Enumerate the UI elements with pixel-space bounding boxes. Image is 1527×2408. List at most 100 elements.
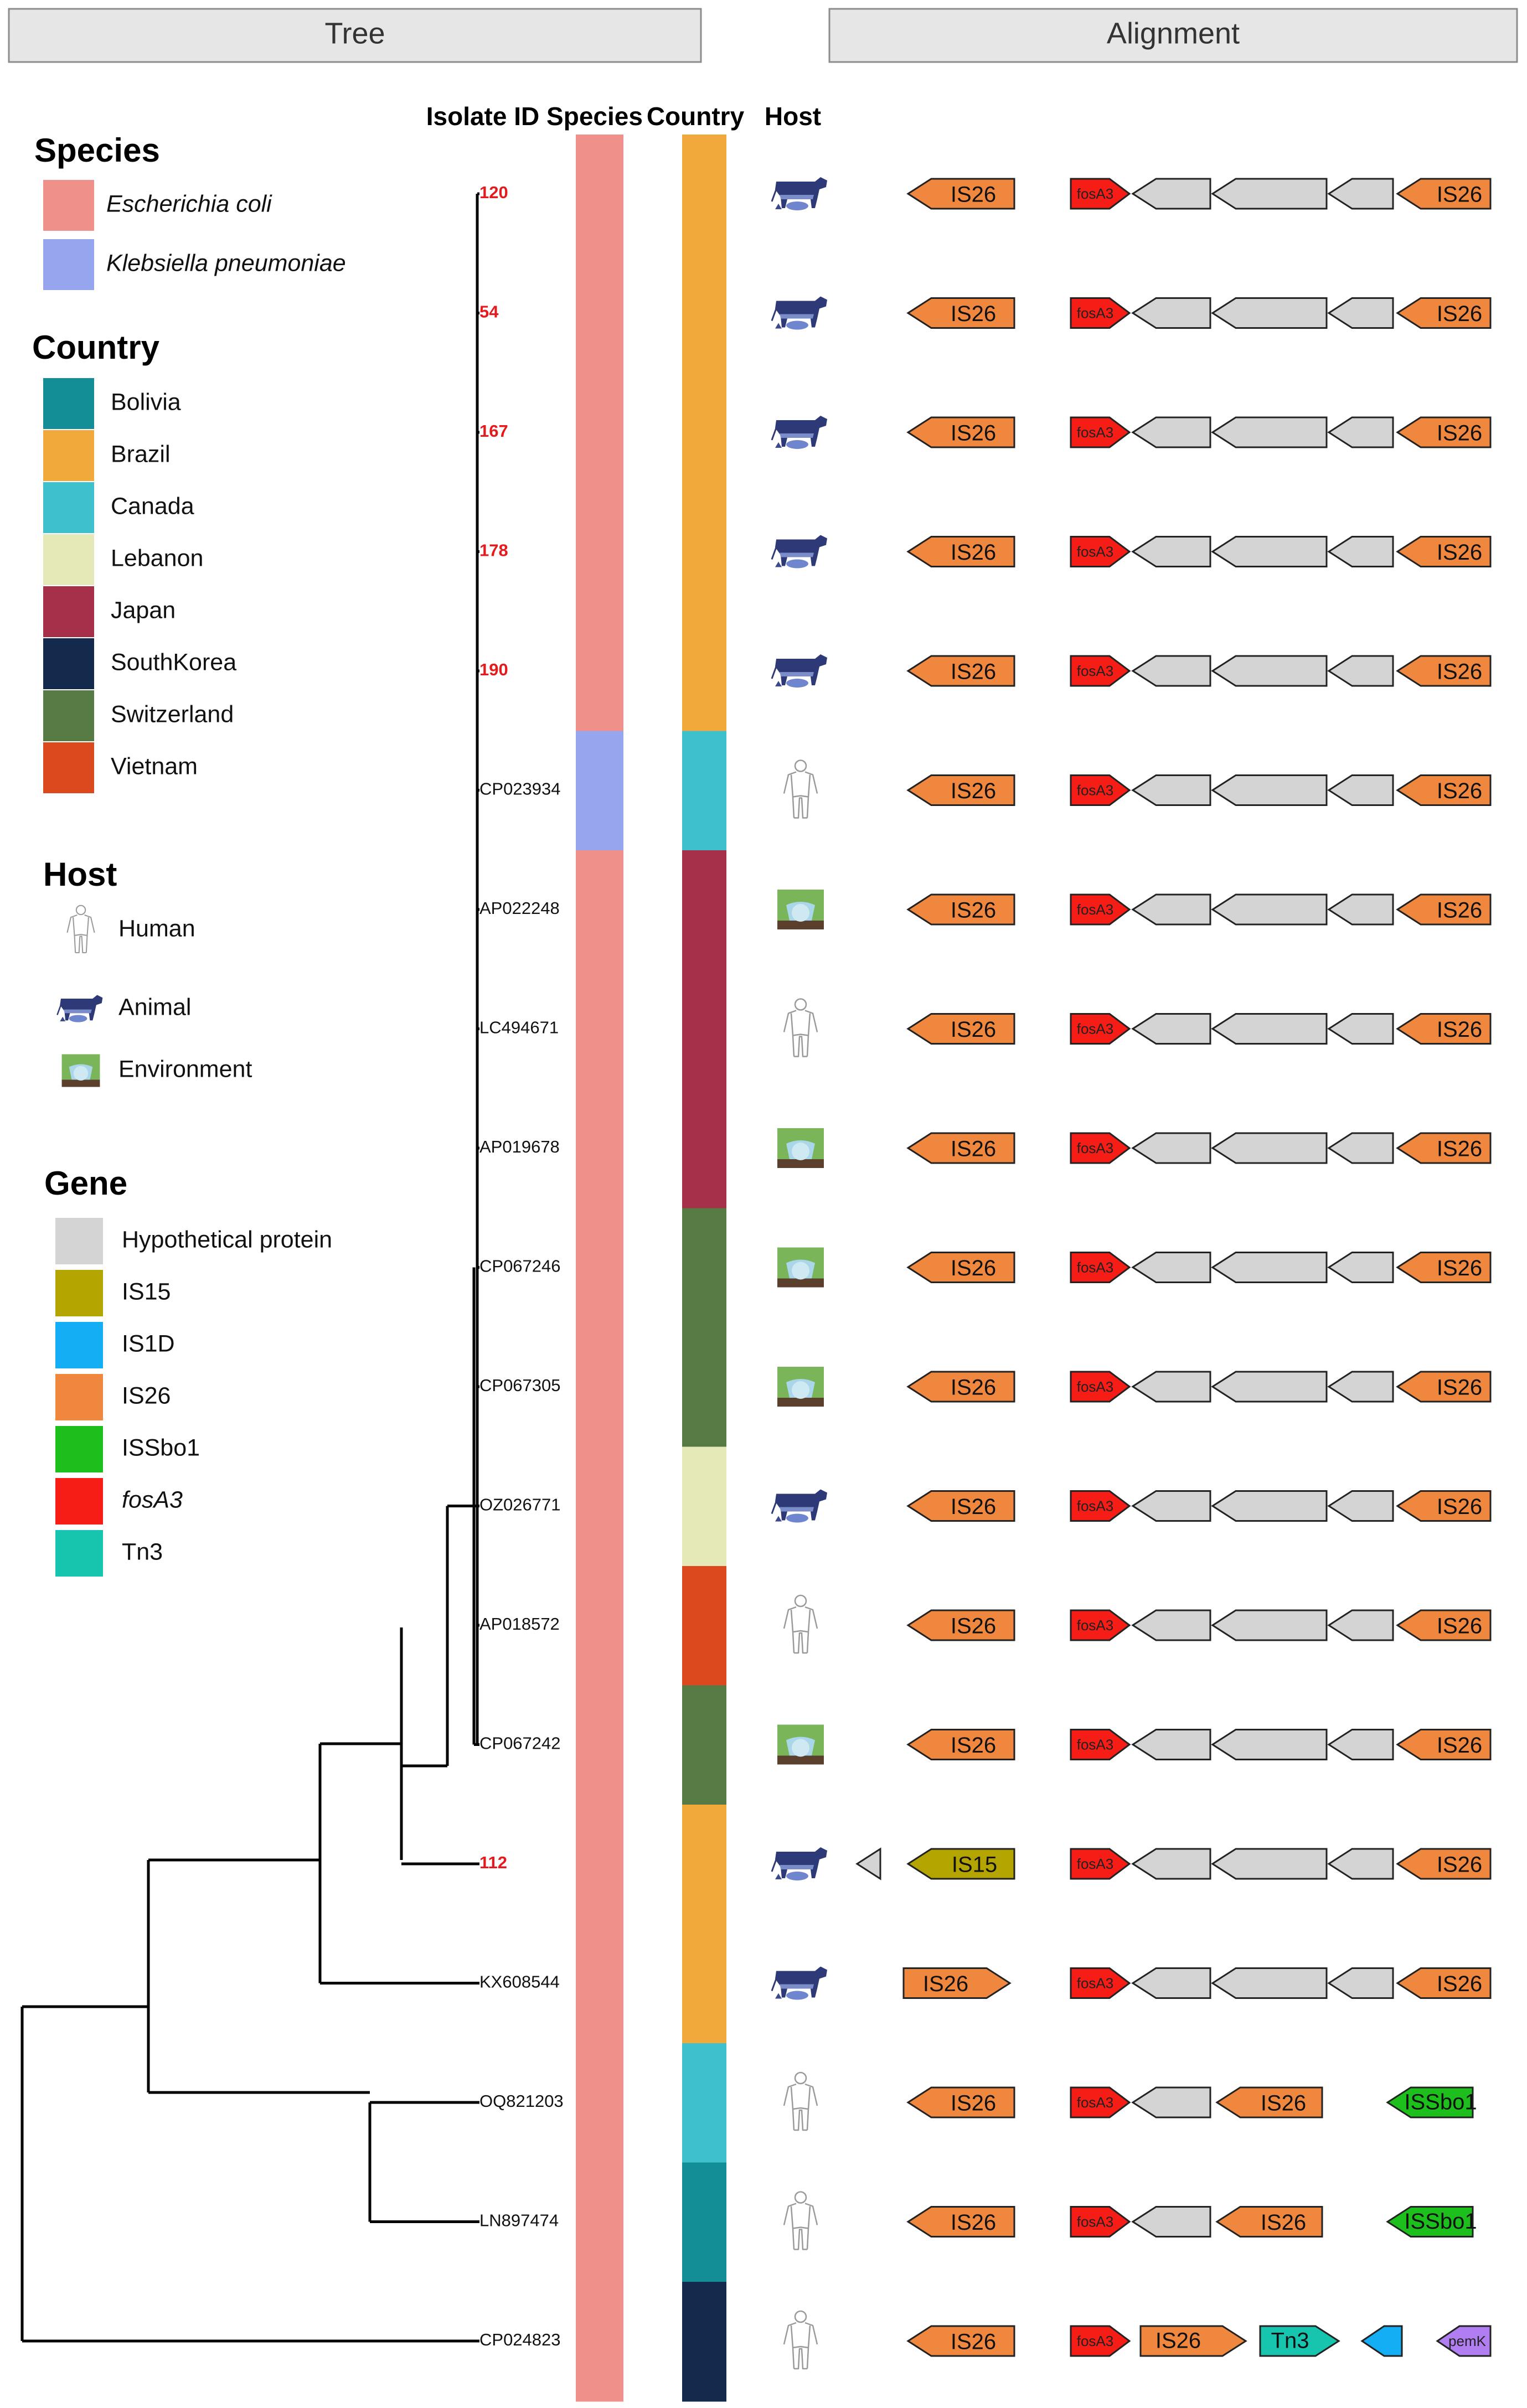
row-54-hypothetical-arrow-1 — [1131, 297, 1211, 329]
row-120-is26-left-arrow — [906, 178, 1015, 210]
row-cp067305-fosa3-arrow — [1070, 1371, 1131, 1403]
row-lc494671-hypothetical-arrow-2 — [1211, 1013, 1328, 1045]
isolate-row-178: 178 IS26 fosA3 IS26 — [479, 492, 1492, 612]
species-cell — [576, 1208, 623, 1328]
isolate-id-label: LC494671 — [479, 1018, 559, 1037]
legend-host-title: Host — [43, 856, 117, 893]
row-cp024823-pemk-arrow — [1436, 2325, 1492, 2357]
isolate-row-oq821203: OQ821203 IS26 fosA3 IS26 ISSbo1 — [479, 2043, 1477, 2163]
row-oq821203-is26-left-arrow — [906, 2086, 1015, 2118]
row-cp067242-hypothetical-arrow-2 — [1211, 1729, 1328, 1760]
legend-gene-label-hypothetical-protein: Hypothetical protein — [122, 1226, 332, 1253]
row-178-hypothetical-arrow-3 — [1327, 536, 1394, 567]
row-ap022248-fosa3-arrow — [1070, 893, 1131, 926]
row-oq821203-is26-middle-arrow — [1215, 2086, 1323, 2118]
isolate-id-label: OQ821203 — [479, 2091, 564, 2111]
country-cell — [682, 2043, 726, 2163]
environment-icon — [61, 1054, 100, 1087]
environment-icon — [777, 890, 824, 929]
row-ap019678-is26-right-end-label: IS26 — [1437, 1137, 1482, 1161]
row-112-hypothetical-arrow-3 — [1327, 1848, 1394, 1880]
row-ap022248-hypothetical-arrow-1 — [1131, 893, 1211, 926]
isolate-row-ap018572: AP018572 IS26 fosA3 IS26 — [479, 1566, 1492, 1686]
isolate-id-label: OZ026771 — [479, 1495, 561, 1515]
country-cell — [682, 612, 726, 732]
animal-icon — [771, 1846, 828, 1882]
row-kx608544-is26-right-end-label: IS26 — [1437, 1972, 1482, 1996]
isolate-row-190: 190 IS26 fosA3 IS26 — [479, 612, 1492, 732]
row-ap022248-hypothetical-arrow-2 — [1211, 893, 1328, 926]
row-oq821203-issbo1-label: ISSbo1 — [1404, 2090, 1477, 2115]
row-ap018572-hypothetical-arrow-2 — [1211, 1609, 1328, 1641]
row-cp023934-is26-left-label: IS26 — [951, 779, 996, 803]
isolate-row-54: 54 IS26 fosA3 IS26 — [479, 254, 1492, 374]
row-112-is26-right-end-arrow — [1396, 1848, 1492, 1880]
legend-country-label-vietnam: Vietnam — [111, 753, 198, 779]
row-lc494671-is26-right-end-label: IS26 — [1437, 1017, 1482, 1042]
country-cell — [682, 2282, 726, 2402]
isolate-row-kx608544: KX608544 IS26 fosA3 IS26 — [479, 1924, 1492, 2044]
isolate-id-label: 54 — [479, 302, 499, 322]
species-cell — [576, 1089, 623, 1209]
row-ln897474-is26-left-label: IS26 — [951, 2210, 996, 2235]
legend-gene-swatch-is26 — [55, 1374, 103, 1420]
row-167-fosa3-label: fosA3 — [1077, 424, 1114, 441]
legend-country-swatch-southkorea — [43, 638, 94, 689]
row-ap018572-is26-right-end-arrow — [1396, 1609, 1492, 1641]
row-167-hypothetical-arrow-3 — [1327, 416, 1394, 448]
row-cp067246-hypothetical-arrow-3 — [1327, 1252, 1394, 1283]
row-cp067246-hypothetical-arrow-1 — [1131, 1252, 1211, 1283]
row-lc494671-hypothetical-arrow-1 — [1131, 1013, 1211, 1045]
row-ap018572-is26-right-end-label: IS26 — [1437, 1614, 1482, 1639]
country-cell — [682, 135, 726, 255]
legend-country-swatch-vietnam — [43, 742, 94, 793]
isolate-row-167: 167 IS26 fosA3 IS26 — [479, 373, 1492, 493]
row-167-hypothetical-arrow-1 — [1131, 416, 1211, 448]
row-ln897474-issbo1-arrow — [1386, 2206, 1474, 2238]
row-oq821203-fosa3-arrow — [1070, 2086, 1131, 2118]
row-oz026771-hypothetical-arrow-3 — [1327, 1490, 1394, 1522]
human-icon — [783, 998, 818, 1057]
isolate-row-ap022248: AP022248 IS26 fosA3 IS26 — [479, 850, 1492, 970]
row-cp023934-fosa3-label: fosA3 — [1077, 782, 1114, 798]
country-cell — [682, 1089, 726, 1209]
country-cell — [682, 2162, 726, 2282]
animal-icon — [771, 534, 828, 569]
isolate-id-label: LN897474 — [479, 2211, 559, 2230]
row-oz026771-is26-left-label: IS26 — [951, 1495, 996, 1519]
isolate-id-label: 167 — [479, 421, 508, 441]
isolate-id-label: AP019678 — [479, 1137, 560, 1156]
animal-icon — [771, 296, 828, 330]
row-ap018572-hypothetical-arrow-3 — [1327, 1609, 1394, 1641]
row-oz026771-fosa3-label: fosA3 — [1077, 1497, 1114, 1514]
row-ap019678-is26-left-arrow — [906, 1132, 1015, 1164]
row-cp067246-fosa3-label: fosA3 — [1077, 1259, 1114, 1275]
animal-icon — [771, 415, 828, 450]
row-120-hypothetical-arrow-3 — [1327, 178, 1394, 210]
isolate-rows: 120 IS26 fosA3 IS26 54 IS26 fosA3 IS26 167 IS26 fo… — [479, 135, 1492, 2402]
country-cell — [682, 1566, 726, 1686]
row-ap018572-hypothetical-arrow-1 — [1131, 1609, 1211, 1641]
row-cp023934-hypothetical-arrow-2 — [1211, 774, 1328, 806]
row-oz026771-is26-right-end-label: IS26 — [1437, 1495, 1482, 1519]
isolate-id-label: KX608544 — [479, 1972, 560, 1992]
row-54-fosa3-label: fosA3 — [1077, 304, 1114, 321]
row-kx608544-fosa3-label: fosA3 — [1077, 1975, 1114, 1991]
legend-country-label-canada: Canada — [111, 493, 194, 519]
legend-species-swatch-klebsiella-pneumoniae — [43, 239, 94, 290]
country-cell — [682, 1685, 726, 1805]
row-kx608544-is26-right-label: IS26 — [923, 1972, 968, 1996]
row-kx608544-is26-right-end-arrow — [1396, 1967, 1492, 1999]
row-cp067246-hypothetical-arrow-2 — [1211, 1252, 1328, 1283]
row-120-fosa3-arrow — [1070, 178, 1131, 210]
environment-icon — [777, 1128, 824, 1168]
species-cell — [576, 612, 623, 732]
row-ap018572-is26-left-arrow — [906, 1609, 1015, 1641]
row-ap022248-is26-left-arrow — [906, 893, 1015, 926]
country-cell — [682, 1446, 726, 1567]
row-oz026771-is26-right-end-arrow — [1396, 1490, 1492, 1522]
row-178-hypothetical-arrow-1 — [1131, 536, 1211, 567]
row-ln897474-issbo1-label: ISSbo1 — [1404, 2209, 1477, 2234]
isolate-row-cp023934: CP023934 IS26 fosA3 IS26 — [479, 731, 1492, 851]
